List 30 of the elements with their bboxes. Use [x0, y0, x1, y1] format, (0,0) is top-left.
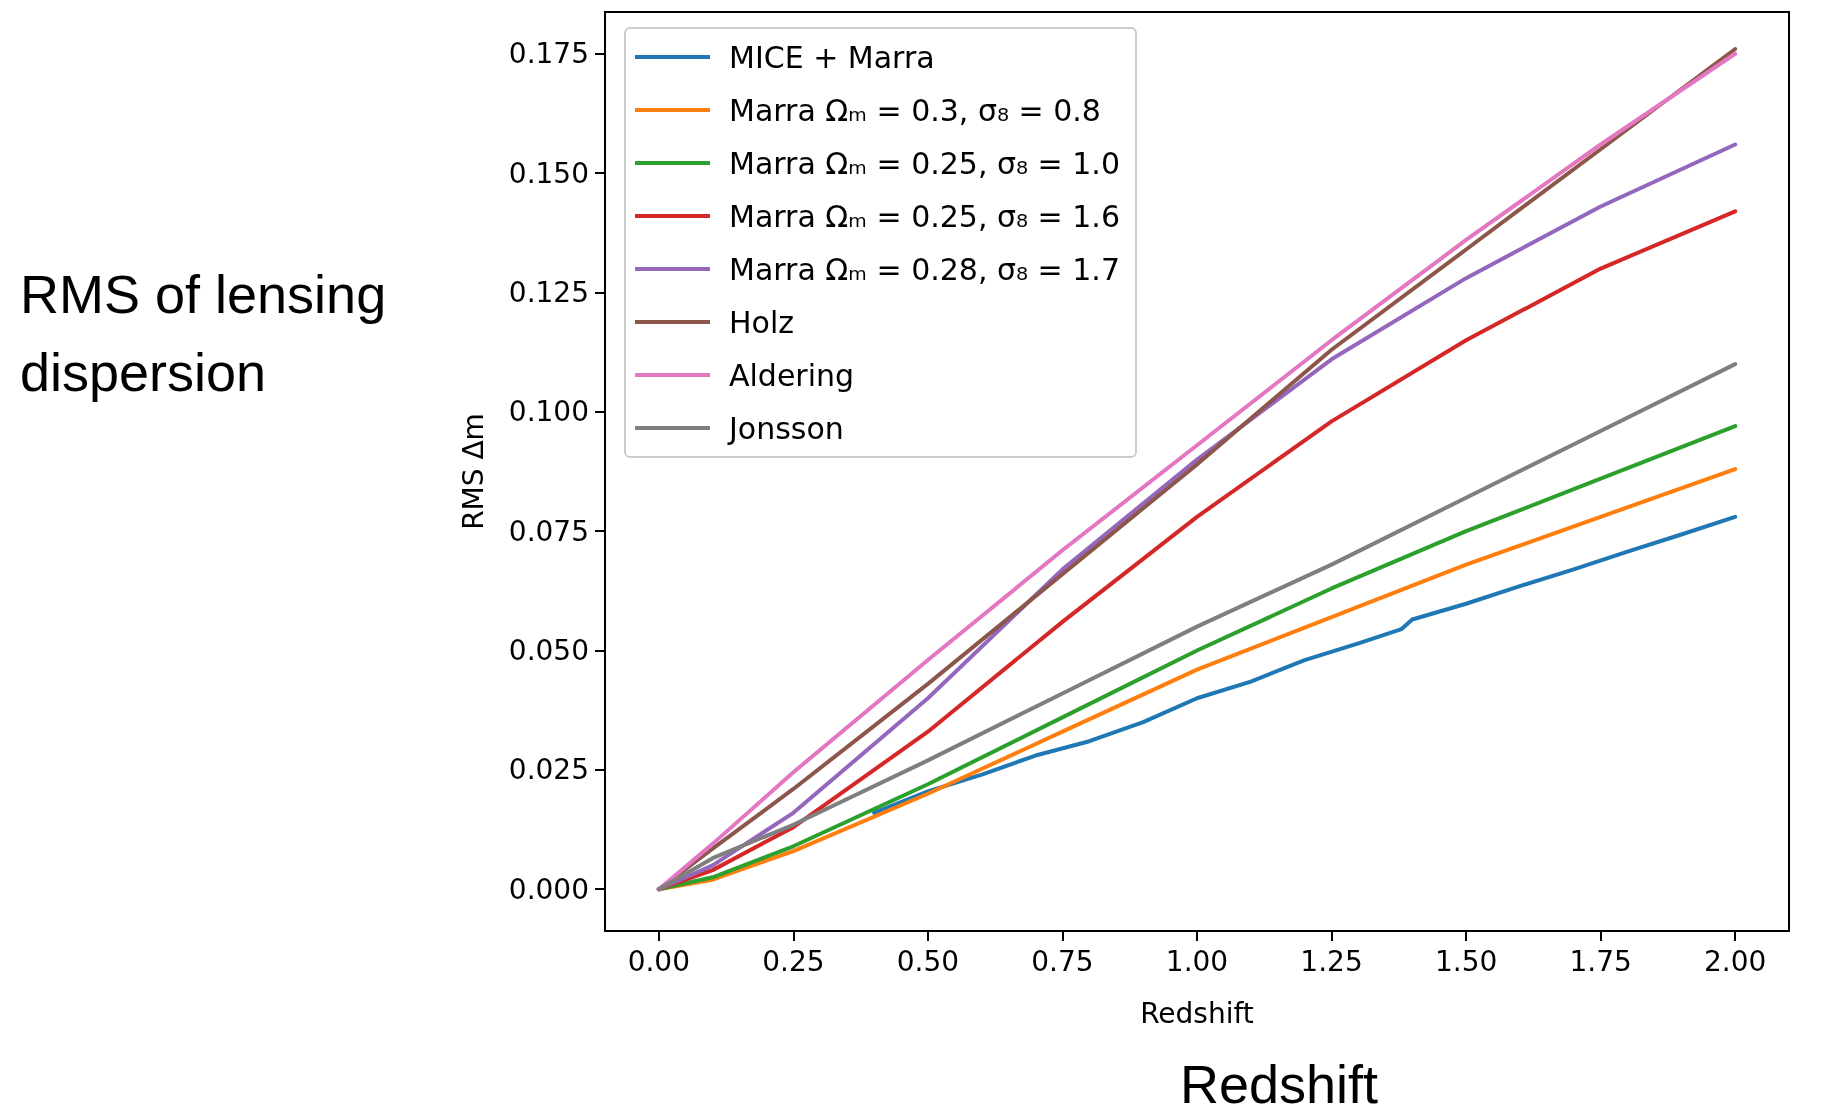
x-tick-label: 0.25 [762, 944, 825, 978]
legend-label: Jonsson [727, 410, 844, 446]
legend-label: MICE + Marra [729, 39, 935, 75]
legend-label: Marra Ωₘ = 0.3, σ₈ = 0.8 [729, 92, 1101, 128]
x-tick-label: 0.50 [896, 944, 960, 978]
text: Redshift [1180, 1054, 1379, 1107]
x-tick-label: 0.75 [1031, 944, 1094, 978]
text: RMS of lensing dispersion [20, 264, 402, 402]
line-series [872, 514, 1738, 815]
y-tick-label: 0.175 [508, 37, 589, 71]
x-tick-label: 0.00 [627, 944, 690, 978]
y-tick-label: 0.050 [508, 634, 589, 668]
legend-label: Holz [729, 304, 794, 340]
legend-label: Marra Ωₘ = 0.28, σ₈ = 1.7 [729, 251, 1120, 287]
x-axis-title: Redshift [1140, 996, 1254, 1030]
y-tick-label: 0.025 [508, 753, 589, 787]
x-tick-label: 1.50 [1434, 944, 1498, 978]
x-tick-label: 1.75 [1569, 944, 1632, 978]
legend-label: Marra Ωₘ = 0.25, σ₈ = 1.0 [729, 145, 1120, 181]
y-tick-label: 0.150 [508, 156, 589, 190]
x-tick-label: 2.00 [1704, 944, 1767, 978]
y-tick-label: 0.075 [508, 514, 589, 548]
legend-label: Aldering [729, 357, 855, 393]
x-tick-label: 1.00 [1165, 944, 1229, 978]
y-tick-label: 0.000 [508, 872, 589, 906]
y-tick-label: 0.100 [508, 395, 589, 429]
x-tick-label: 1.25 [1300, 944, 1363, 978]
y-tick-label: 0.125 [508, 275, 589, 309]
legend-label: Marra Ωₘ = 0.25, σ₈ = 1.6 [729, 198, 1120, 234]
y-axis-title: RMS Δm [456, 413, 490, 530]
